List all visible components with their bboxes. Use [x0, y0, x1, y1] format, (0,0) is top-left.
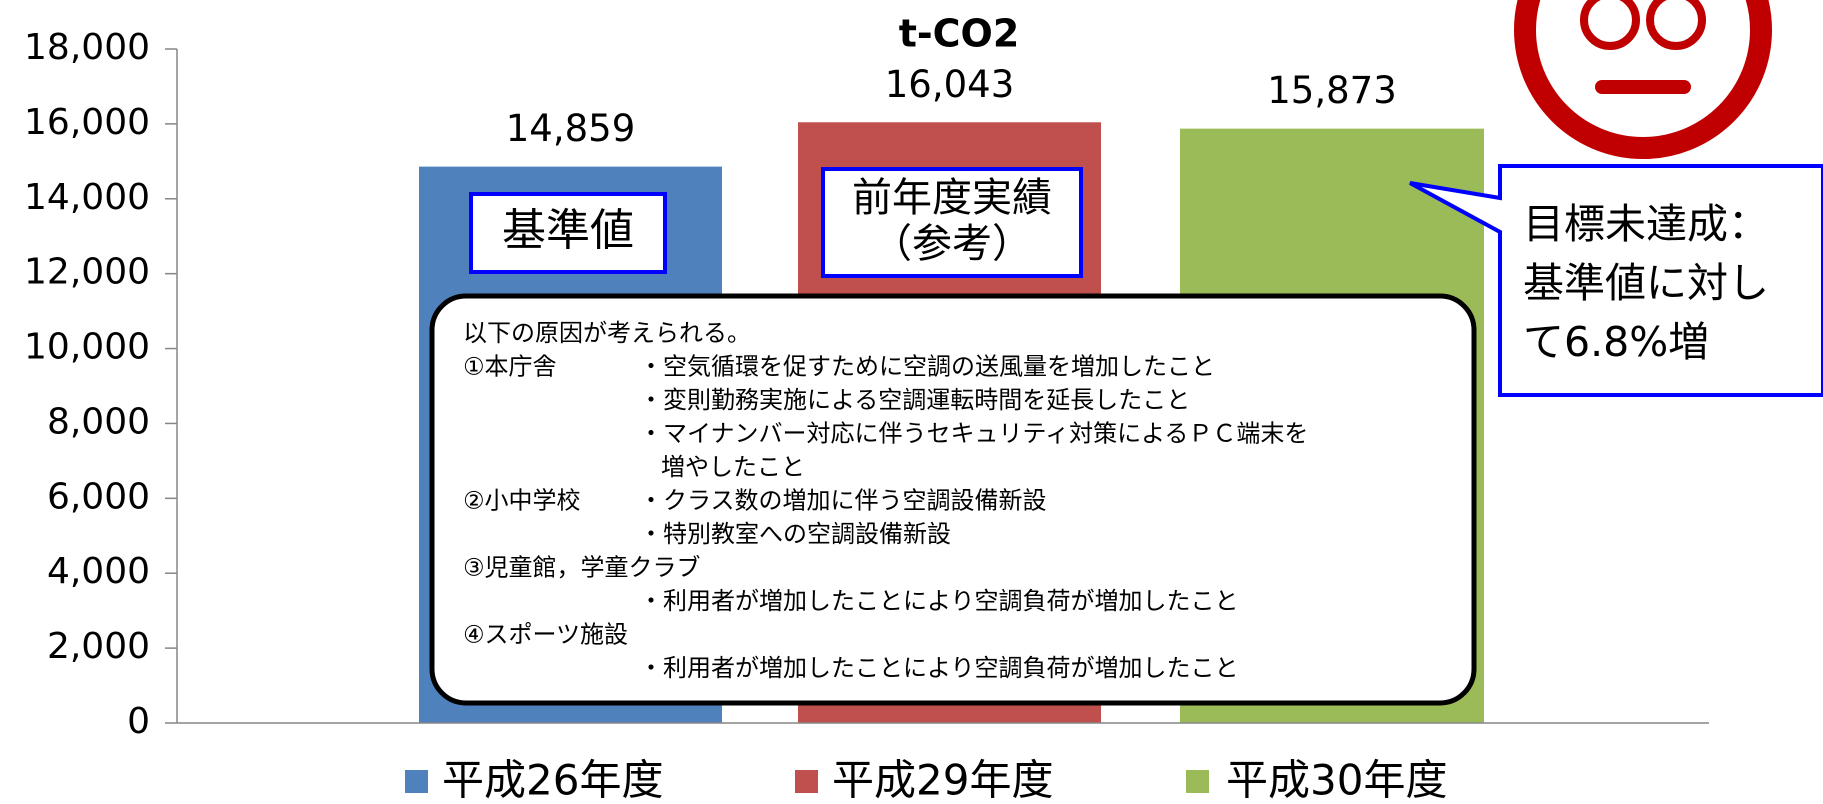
note-text: ・マイナンバー対応に伴うセキュリティ対策によるＰＣ端末を	[639, 420, 1308, 448]
y-tick-label: 4,000	[47, 551, 150, 592]
value-label: 16,043	[885, 63, 1014, 106]
note-box	[429, 293, 1477, 706]
logo	[1514, 0, 1772, 159]
callout-text: 目標未達成：	[1523, 200, 1769, 248]
callout	[1409, 164, 1823, 397]
note-head: ③児童館，学童クラブ	[463, 554, 701, 582]
y-tick-label: 18,000	[24, 27, 150, 68]
note-head: ①本庁舎	[463, 353, 557, 381]
value-label: 15,873	[1267, 69, 1396, 112]
note-text: ・特別教室への空調設備新設	[639, 520, 951, 548]
legend-label: 平成26年度	[442, 756, 663, 804]
y-tick-label: 6,000	[47, 476, 150, 517]
note-head: ④スポーツ施設	[463, 621, 628, 649]
legend-swatch	[1186, 770, 1209, 793]
callout-text: 基準値に対し	[1523, 259, 1769, 307]
y-tick-label: 12,000	[24, 252, 150, 293]
y-tick-label: 2,000	[47, 626, 150, 667]
chart-title: t-CO2	[899, 12, 1020, 56]
legend-label: 平成29年度	[832, 756, 1053, 804]
bar-note-box	[821, 167, 1083, 278]
callout-text: て6.8%増	[1523, 318, 1709, 366]
note-text: ・クラス数の増加に伴う空調設備新設	[639, 487, 1047, 515]
note-text: ・利用者が増加したことにより空調負荷が増加したこと	[639, 654, 1239, 682]
legend-swatch	[795, 770, 818, 793]
bar-note-text: （参考）	[872, 221, 1032, 267]
y-tick-label: 10,000	[24, 327, 150, 368]
y-tick-label: 16,000	[24, 102, 150, 143]
bar-note-text: 前年度実績	[852, 175, 1052, 221]
note-text: ・空気循環を促すために空調の送風量を増加したこと	[639, 353, 1215, 381]
y-tick-label: 8,000	[47, 401, 150, 442]
bar-note-text: 基準値	[502, 205, 634, 256]
note-head: ②小中学校	[463, 487, 581, 515]
legend-swatch	[405, 770, 428, 793]
y-tick-label: 14,000	[24, 177, 150, 218]
note-text: 増やしたこと	[661, 453, 805, 481]
y-tick-label: 0	[127, 701, 150, 742]
bar-note-box	[469, 192, 667, 274]
legend-label: 平成30年度	[1226, 756, 1447, 804]
value-label: 14,859	[506, 107, 635, 150]
note-head: 以下の原因が考えられる。	[463, 319, 751, 347]
note-text: ・変則勤務実施による空調運転時間を延長したこと	[639, 386, 1190, 414]
note-text: ・利用者が増加したことにより空調負荷が増加したこと	[639, 587, 1239, 615]
